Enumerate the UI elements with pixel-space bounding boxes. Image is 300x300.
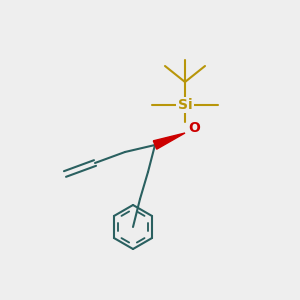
Text: O: O	[188, 121, 200, 135]
Text: Si: Si	[178, 98, 192, 112]
Polygon shape	[153, 133, 185, 149]
